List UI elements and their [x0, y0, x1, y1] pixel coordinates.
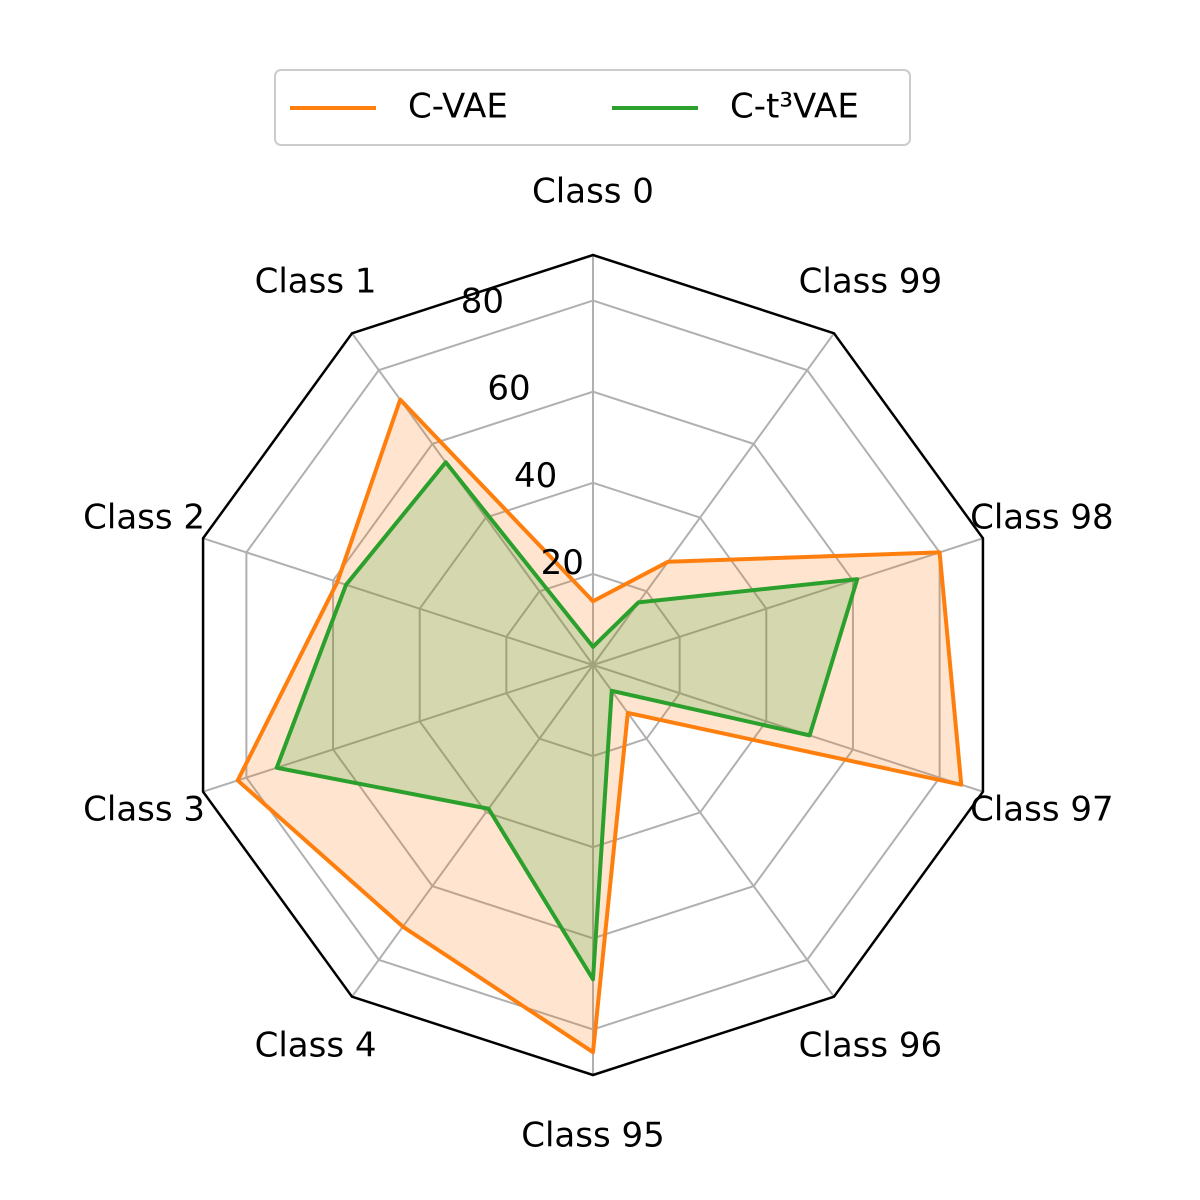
category-label: Class 2: [83, 498, 205, 538]
series-area: [237, 399, 962, 1053]
grid-spoke: [592, 537, 984, 666]
grid-spoke: [592, 664, 835, 998]
r-tick-label: 60: [487, 369, 530, 409]
r-tick-label: 40: [514, 456, 557, 496]
category-label: Class 3: [83, 789, 205, 829]
outer-frame: [201, 253, 985, 1077]
category-label: Class 4: [255, 1025, 377, 1065]
category-label: Class 99: [799, 262, 943, 302]
category-label: Class 98: [970, 498, 1114, 538]
r-tick-label: 80: [461, 282, 504, 322]
grid-spoke: [202, 537, 594, 666]
category-label: Class 0: [532, 172, 654, 212]
legend: [274, 69, 911, 146]
grid-spoke: [351, 332, 594, 666]
category-label: Class 1: [255, 262, 377, 302]
series-line: [274, 460, 860, 982]
grid-spoke: [351, 664, 594, 998]
legend-label: C-VAE: [408, 87, 508, 127]
legend-label: C-t³VAE: [730, 87, 859, 127]
category-label: Class 96: [799, 1025, 943, 1065]
grid-spoke: [202, 664, 594, 793]
grid-spoke: [592, 664, 984, 793]
r-tick-label: 20: [541, 543, 584, 583]
series-line: [235, 397, 964, 1055]
series-area: [276, 462, 858, 980]
category-label: Class 97: [970, 789, 1114, 829]
category-label: Class 95: [521, 1116, 665, 1156]
